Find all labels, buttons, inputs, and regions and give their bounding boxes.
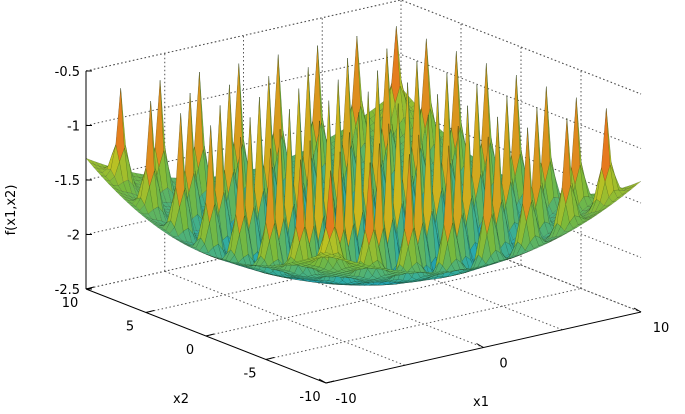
x1-tick-mark bbox=[476, 343, 484, 348]
z-tick-label: -2 bbox=[67, 229, 80, 244]
x2-tick-mark bbox=[205, 333, 215, 337]
x2-tick-mark bbox=[145, 310, 155, 313]
z-tick-label: -0.5 bbox=[55, 65, 80, 80]
x2-tick-label: 10 bbox=[62, 296, 79, 311]
x1-axis-ticks: -10 0 10 bbox=[318, 307, 670, 407]
surface-patch bbox=[632, 181, 642, 188]
wall-z-gridline bbox=[85, 0, 642, 95]
z-tick-label: -1.5 bbox=[55, 174, 80, 189]
x2-tick-label: -10 bbox=[299, 390, 320, 405]
x2-axis-label: x2 bbox=[173, 392, 189, 407]
box-top-edge bbox=[85, 0, 642, 95]
z-axis-ticks: -0.5 -1 -1.5 -2 -2.5 bbox=[55, 65, 92, 298]
z-tick-label: -2.5 bbox=[55, 283, 80, 298]
floor-gridline bbox=[265, 288, 582, 360]
x2-tick-label: 0 bbox=[186, 343, 194, 358]
floor-gridline bbox=[205, 264, 522, 337]
x2-tick-mark bbox=[85, 286, 95, 290]
x1-tick-mark bbox=[318, 378, 327, 384]
z-axis-label: f(x1,x2) bbox=[4, 185, 19, 236]
x1-tick-label: 0 bbox=[499, 357, 507, 372]
x1-tick-label: 10 bbox=[653, 321, 670, 336]
x2-tick-mark bbox=[265, 357, 275, 360]
x2-axis-ticks: 10 5 0 -5 -10 bbox=[62, 286, 335, 405]
x1-axis-label: x1 bbox=[473, 395, 489, 410]
x2-tick-label: 5 bbox=[126, 320, 134, 335]
x2-tick-mark bbox=[325, 380, 335, 384]
x1-tick-mark bbox=[633, 307, 642, 313]
x1-tick-label: -10 bbox=[335, 392, 356, 407]
z-tick-label: -1 bbox=[67, 120, 80, 135]
x2-tick-label: -5 bbox=[244, 367, 257, 382]
floor-gridline bbox=[322, 235, 563, 331]
surface-mesh bbox=[85, 26, 642, 286]
